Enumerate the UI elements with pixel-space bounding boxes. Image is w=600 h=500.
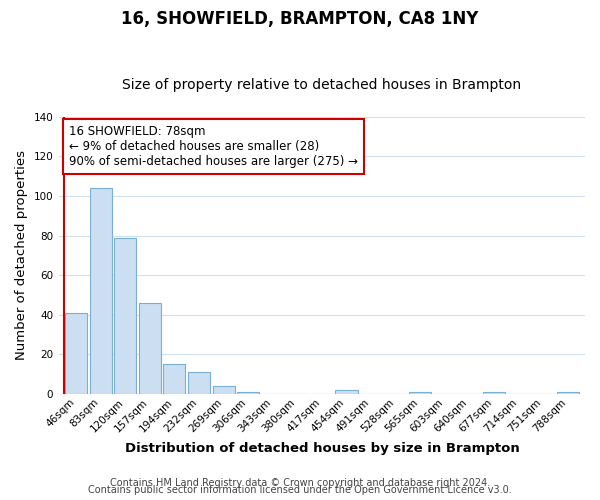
- X-axis label: Distribution of detached houses by size in Brampton: Distribution of detached houses by size …: [125, 442, 520, 455]
- Bar: [139, 303, 161, 394]
- Bar: [237, 392, 259, 394]
- Title: Size of property relative to detached houses in Brampton: Size of property relative to detached ho…: [122, 78, 521, 92]
- Bar: [65, 313, 87, 394]
- Bar: [483, 392, 505, 394]
- Text: 16 SHOWFIELD: 78sqm
← 9% of detached houses are smaller (28)
90% of semi-detache: 16 SHOWFIELD: 78sqm ← 9% of detached hou…: [70, 125, 358, 168]
- Bar: [188, 372, 210, 394]
- Bar: [409, 392, 431, 394]
- Bar: [163, 364, 185, 394]
- Bar: [335, 390, 358, 394]
- Y-axis label: Number of detached properties: Number of detached properties: [15, 150, 28, 360]
- Bar: [89, 188, 112, 394]
- Bar: [557, 392, 579, 394]
- Text: Contains public sector information licensed under the Open Government Licence v3: Contains public sector information licen…: [88, 485, 512, 495]
- Bar: [212, 386, 235, 394]
- Text: 16, SHOWFIELD, BRAMPTON, CA8 1NY: 16, SHOWFIELD, BRAMPTON, CA8 1NY: [121, 10, 479, 28]
- Bar: [114, 238, 136, 394]
- Text: Contains HM Land Registry data © Crown copyright and database right 2024.: Contains HM Land Registry data © Crown c…: [110, 478, 490, 488]
